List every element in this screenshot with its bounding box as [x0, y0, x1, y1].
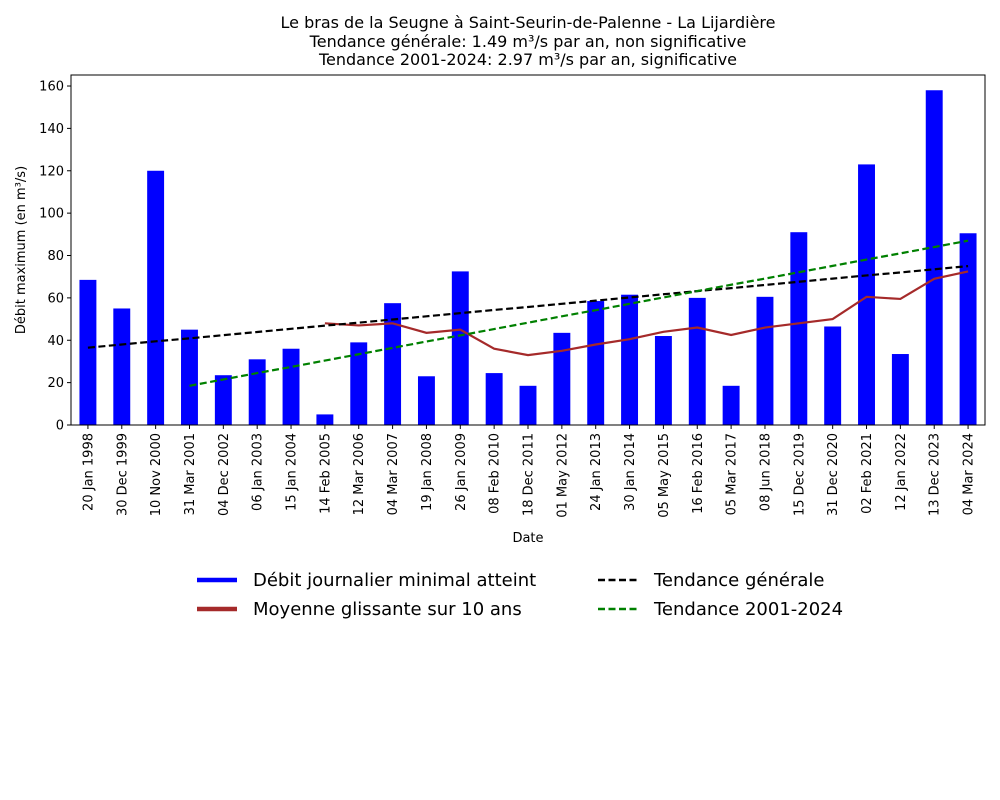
line — [87, 265, 969, 349]
x-tick-label: 31 Dec 2020 — [826, 433, 841, 516]
bar — [248, 359, 266, 425]
title-line: Tendance générale: 1.49 m³/s par an, non… — [309, 32, 747, 51]
y-tick-label: 140 — [39, 122, 64, 137]
bar — [79, 279, 97, 425]
bar — [384, 303, 402, 425]
x-tick-label: 13 Dec 2023 — [928, 433, 943, 516]
bar — [891, 354, 909, 425]
bar — [214, 375, 232, 425]
legend-label: Tendance générale — [653, 570, 824, 591]
x-tick-label: 14 Feb 2005 — [318, 433, 333, 514]
x-tick-label: 10 Nov 2000 — [149, 433, 164, 516]
y-tick-label: 60 — [47, 291, 64, 306]
x-tick-label: 30 Dec 1999 — [115, 433, 130, 516]
x-axis-label: Date — [512, 531, 543, 546]
y-axis-label: Débit maximum (en m³/s) — [14, 166, 29, 334]
title-line: Tendance 2001-2024: 2.97 m³/s par an, si… — [318, 50, 737, 69]
y-tick-label: 160 — [39, 80, 64, 95]
bar — [485, 373, 503, 425]
x-tick-label: 04 Mar 2024 — [962, 433, 977, 515]
bar — [688, 297, 706, 425]
x-tick-label: 15 Dec 2019 — [792, 433, 807, 516]
line — [189, 239, 969, 387]
x-tick-label: 19 Jan 2008 — [420, 433, 435, 511]
bar — [621, 294, 639, 425]
bar — [451, 271, 469, 425]
x-tick-label: 30 Jan 2014 — [623, 433, 638, 511]
x-tick-label: 12 Jan 2022 — [894, 433, 909, 511]
bar — [959, 233, 977, 425]
x-tick-label: 24 Jan 2013 — [589, 433, 604, 511]
bar — [654, 336, 672, 425]
bar — [553, 332, 571, 425]
x-tick-label: 05 Mar 2017 — [725, 433, 740, 515]
x-tick-label: 08 Feb 2010 — [488, 433, 503, 514]
bar — [858, 164, 875, 425]
bar — [756, 296, 774, 425]
x-tick-label: 04 Mar 2007 — [386, 433, 401, 515]
bar — [722, 385, 740, 425]
y-tick-label: 120 — [39, 164, 64, 179]
bar — [587, 301, 605, 425]
title-line: Le bras de la Seugne à Saint-Seurin-de-P… — [281, 13, 776, 32]
x-tick-label: 12 Mar 2006 — [352, 433, 367, 515]
y-tick-label: 20 — [47, 376, 64, 391]
y-tick-label: 40 — [47, 334, 64, 349]
legend-label: Moyenne glissante sur 10 ans — [253, 599, 522, 620]
bar — [417, 376, 435, 425]
x-tick-label: 02 Feb 2021 — [860, 433, 875, 514]
bar — [113, 308, 131, 425]
x-tick-label: 15 Jan 2004 — [285, 433, 300, 511]
bar — [790, 232, 808, 425]
x-tick-label: 05 May 2015 — [657, 433, 672, 518]
line — [324, 270, 969, 357]
x-tick-label: 08 Jun 2018 — [758, 433, 773, 511]
bar — [147, 170, 165, 425]
x-tick-label: 06 Jan 2003 — [251, 433, 266, 511]
bar — [824, 326, 842, 425]
bar — [925, 90, 943, 425]
legend-label: Tendance 2001-2024 — [653, 599, 843, 620]
x-tick-label: 04 Dec 2002 — [217, 433, 232, 516]
bar — [350, 342, 368, 425]
bar — [181, 329, 198, 425]
x-tick-label: 18 Dec 2011 — [522, 433, 537, 516]
x-tick-label: 31 Mar 2001 — [183, 433, 198, 515]
y-tick-label: 100 — [39, 207, 64, 222]
legend-label: Débit journalier minimal atteint — [253, 570, 536, 591]
bar — [282, 348, 300, 425]
x-tick-label: 20 Jan 1998 — [81, 433, 96, 511]
x-tick-label: 16 Feb 2016 — [691, 433, 706, 514]
bar — [519, 385, 537, 425]
y-tick-label: 0 — [56, 419, 64, 434]
bar — [316, 414, 334, 425]
y-tick-label: 80 — [47, 249, 64, 264]
plot-frame — [70, 74, 986, 426]
x-tick-label: 26 Jan 2009 — [454, 433, 469, 511]
x-tick-label: 01 May 2012 — [555, 433, 570, 518]
